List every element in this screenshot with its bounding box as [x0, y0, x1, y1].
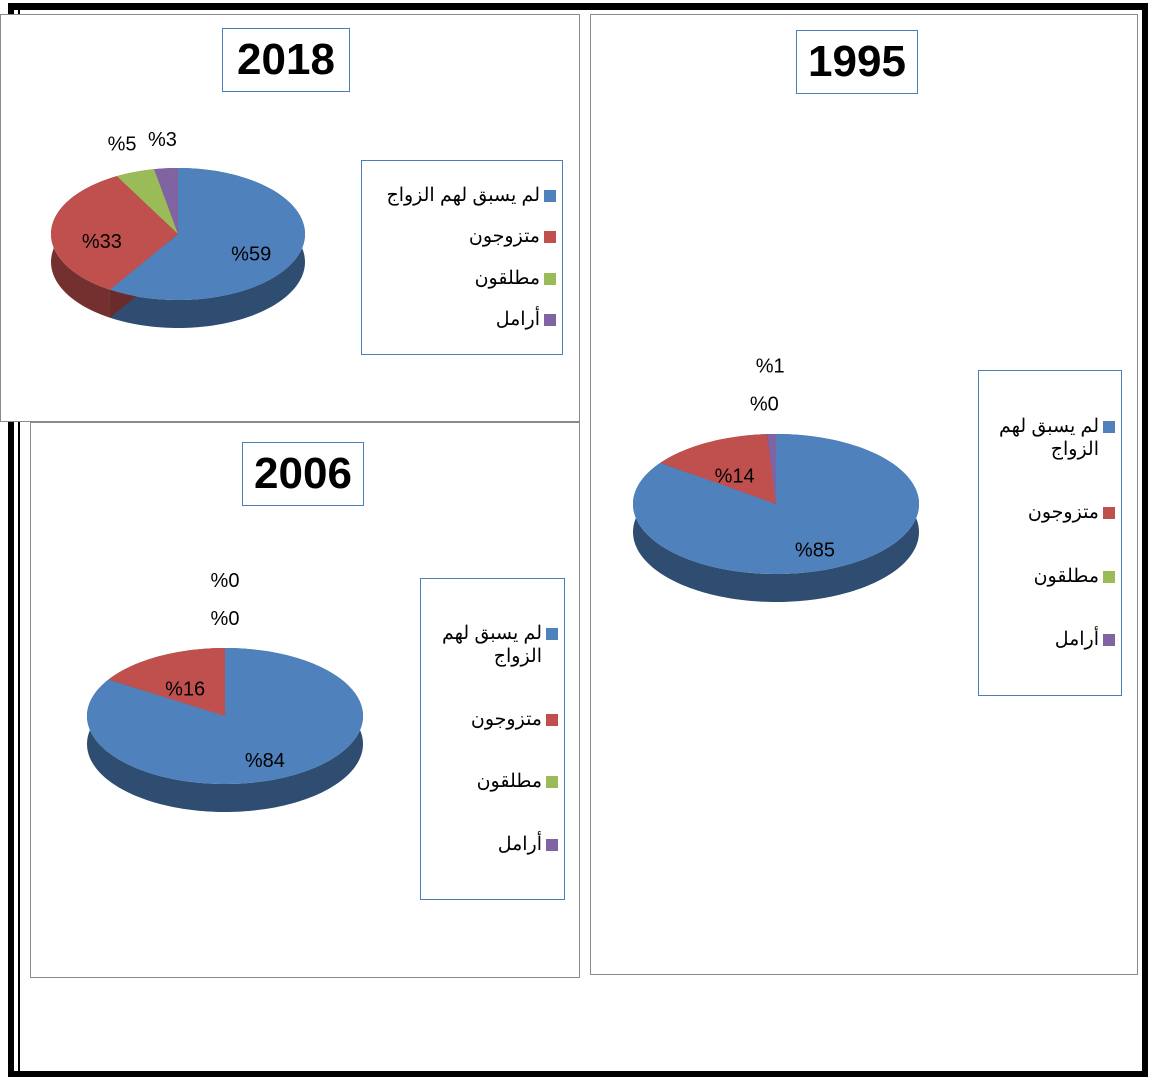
legend-label: أرامل — [1054, 628, 1099, 650]
legend-swatch — [1103, 507, 1115, 520]
legend-label: لم يسبق لهم الزواج — [386, 184, 540, 206]
legend-item: أرامل — [985, 628, 1115, 651]
legend-swatch — [1103, 570, 1115, 583]
legend-label: مطلقون — [474, 267, 540, 289]
legend-swatch — [544, 189, 556, 202]
legend-item: لم يسبق لهم الزواج — [368, 184, 556, 207]
legend: لم يسبق لهم الزواج متزوجون مطلقون أرامل — [978, 370, 1122, 696]
legend-label: مطلقون — [1033, 565, 1099, 587]
legend-label: مطلقون — [476, 771, 542, 793]
legend-label: متزوجون — [468, 226, 540, 248]
legend-label: لم يسبق لهم الزواج — [441, 623, 542, 668]
chart-title: 1995 — [796, 30, 918, 94]
legend-swatch — [544, 231, 556, 244]
legend-item: متزوجون — [985, 501, 1115, 524]
chart-title: 2006 — [242, 442, 364, 506]
legend-swatch — [546, 713, 558, 726]
legend: لم يسبق لهم الزواج متزوجون مطلقون أرامل — [361, 160, 563, 355]
legend-label: أرامل — [495, 309, 540, 331]
legend-swatch — [1103, 421, 1115, 434]
legend-label: لم يسبق لهم الزواج — [998, 416, 1099, 461]
legend-swatch — [544, 314, 556, 327]
legend-swatch — [546, 838, 558, 851]
chart-title: 2018 — [222, 28, 350, 92]
legend-label: متزوجون — [1027, 502, 1099, 524]
legend-item: لم يسبق لهم الزواج — [985, 415, 1115, 461]
legend-item: لم يسبق لهم الزواج — [427, 622, 558, 668]
legend-swatch — [544, 272, 556, 285]
legend-item: مطلقون — [985, 565, 1115, 588]
legend-swatch — [546, 776, 558, 789]
legend-swatch — [1103, 633, 1115, 646]
legend-swatch — [546, 628, 558, 641]
legend-item: مطلقون — [368, 267, 556, 290]
legend-item: متزوجون — [368, 225, 556, 248]
legend: لم يسبق لهم الزواج متزوجون مطلقون أرامل — [420, 578, 565, 900]
legend-item: مطلقون — [427, 770, 558, 793]
legend-label: متزوجون — [470, 708, 542, 730]
legend-label: أرامل — [497, 833, 542, 855]
legend-item: أرامل — [368, 308, 556, 331]
legend-item: متزوجون — [427, 708, 558, 731]
legend-item: أرامل — [427, 833, 558, 856]
